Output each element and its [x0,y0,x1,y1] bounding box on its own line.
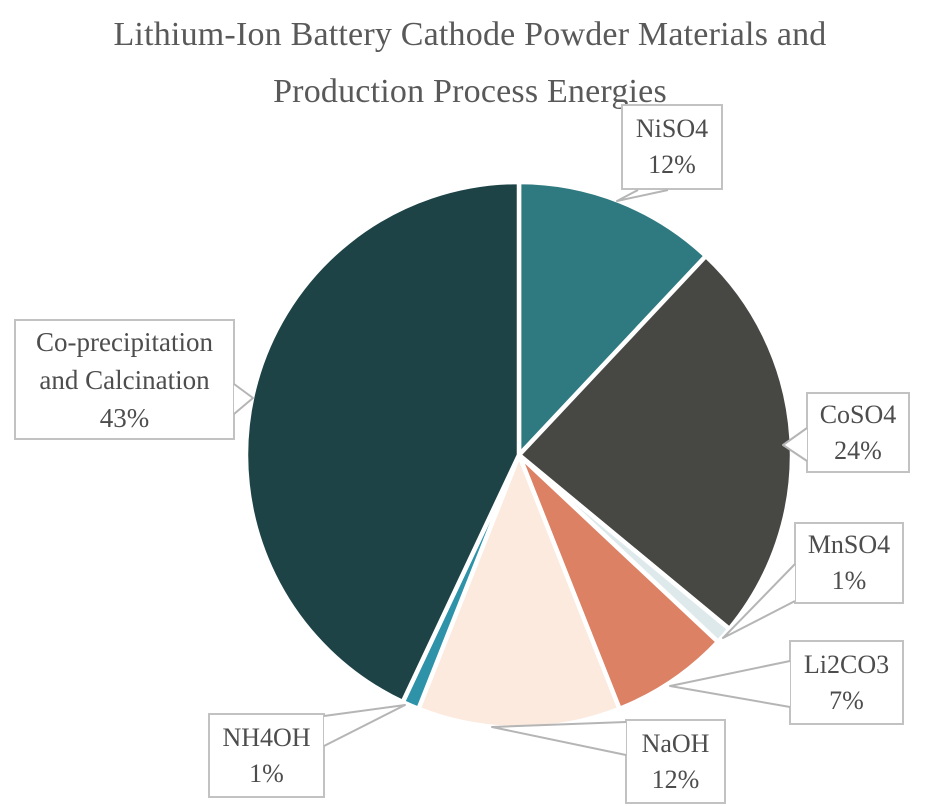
callout-niso4: NiSO4 12% [621,104,723,190]
callout-coso4-percent: 24% [834,435,882,465]
callout-coprecipitation-percent: 43% [99,402,150,433]
callout-li2co3: Li2CO3 7% [789,640,904,725]
callout-naoh-percent: 12% [651,764,700,794]
callout-coprecipitation: Co-precipitation and Calcination 43% [14,319,235,440]
callout-mnso4: MnSO4 1% [794,522,904,604]
chart-title: Lithium-Ion Battery Cathode Powder Mater… [0,6,940,120]
callout-coprecipitation-label-line-1: Co-precipitation [36,326,213,357]
callout-coso4: CoSO4 24% [806,392,910,473]
chart-title-line-1: Lithium-Ion Battery Cathode Powder Mater… [113,16,827,53]
callout-coso4-label: CoSO4 [819,399,897,429]
chart-title-line-2: Production Process Energies [273,73,667,110]
callout-naoh-label: NaOH [641,728,710,758]
pie [243,179,795,731]
callout-mnso4-label: MnSO4 [807,530,891,559]
callout-nh4oh-percent: 1% [249,758,284,788]
callout-niso4-percent: 12% [648,150,696,179]
callout-li2co3-percent: 7% [829,685,864,715]
callout-li2co3-label: Li2CO3 [803,649,890,679]
callout-niso4-label: NiSO4 [635,114,709,143]
callout-nh4oh-label: NH4OH [222,722,311,752]
callout-naoh: NaOH 12% [625,719,726,804]
callout-coprecipitation-label-line-2: and Calcination [39,364,210,395]
callout-nh4oh: NH4OH 1% [208,713,325,798]
callout-mnso4-percent: 1% [831,566,867,595]
